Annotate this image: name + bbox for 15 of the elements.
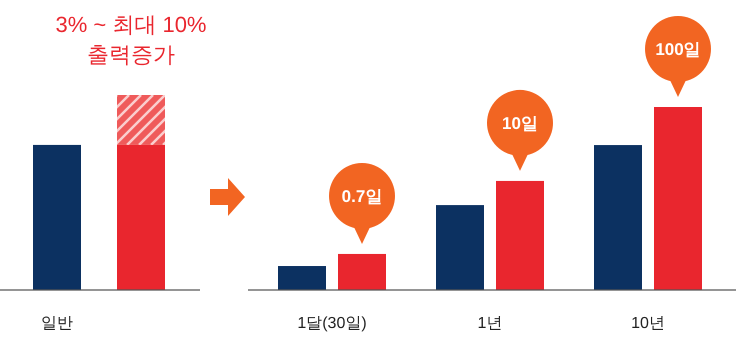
x-tick-label: 1년 [478, 315, 502, 332]
x-tick-label: 1달(30일) [297, 315, 367, 332]
text: 3% ~ 최대 10% [55, 12, 207, 37]
bar [436, 205, 484, 290]
bar [278, 266, 326, 290]
bar [654, 107, 702, 290]
text: 출력증가 [87, 42, 175, 67]
bar [594, 145, 642, 290]
bar [338, 254, 386, 290]
annotation: 0.7일 [342, 186, 382, 206]
annotation: 10일 [502, 114, 538, 133]
x-tick-label: 일반 [41, 315, 73, 332]
text: 100일 [655, 40, 701, 59]
x-tick-label: 10년 [631, 315, 665, 332]
bar [496, 180, 544, 290]
